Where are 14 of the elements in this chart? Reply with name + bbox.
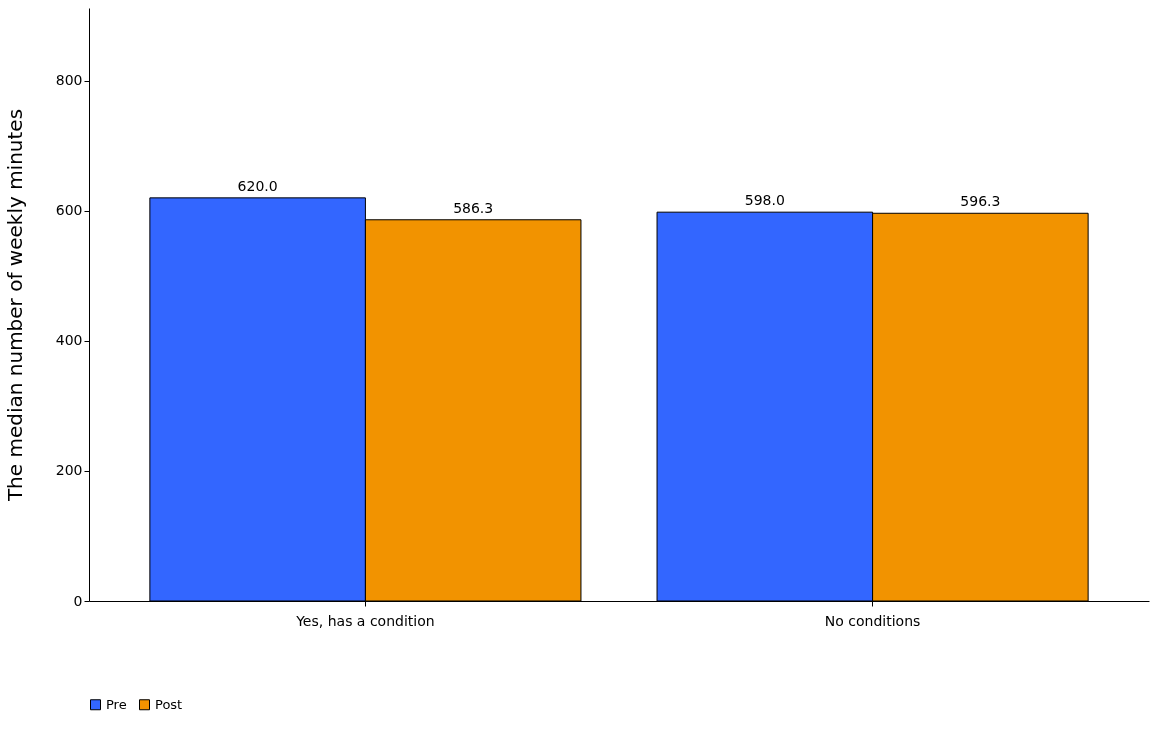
data-label: 598.0 bbox=[744, 192, 785, 209]
y-tick-label: 400 bbox=[55, 332, 83, 349]
x-tick-label: Yes, has a condition bbox=[295, 612, 435, 629]
legend-label: Post bbox=[155, 696, 183, 712]
y-tick-label: 200 bbox=[55, 462, 83, 479]
data-label: 620.0 bbox=[237, 177, 278, 194]
data-label: 586.3 bbox=[453, 199, 494, 216]
y-axis-title: The median number of weekly minutes bbox=[2, 108, 27, 503]
legend-label: Pre bbox=[106, 696, 127, 712]
data-label: 596.3 bbox=[960, 193, 1001, 210]
y-tick-label: 0 bbox=[73, 592, 83, 609]
x-tick-label: No conditions bbox=[824, 612, 921, 629]
y-tick-label: 800 bbox=[55, 72, 83, 89]
y-tick-label: 600 bbox=[55, 202, 83, 219]
